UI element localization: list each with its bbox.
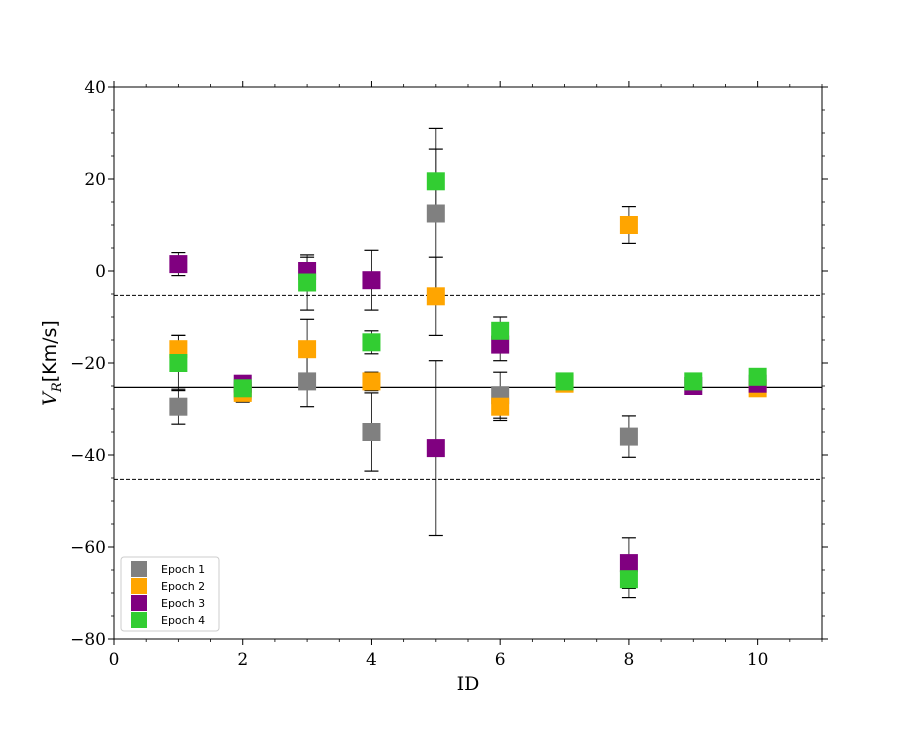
legend-marker	[131, 612, 147, 628]
y-axis-label-sub: R	[50, 382, 65, 393]
data-point	[684, 372, 703, 391]
x-tick-label: 4	[366, 650, 377, 670]
data-point	[298, 372, 317, 391]
data-point	[169, 397, 188, 416]
data-point	[362, 423, 381, 441]
data-point	[748, 367, 767, 386]
data-point	[169, 255, 188, 274]
legend-label: Epoch 1	[161, 563, 205, 576]
data-point	[619, 427, 638, 446]
y-axis-label-main: V	[39, 390, 61, 406]
data-point	[426, 172, 445, 191]
x-tick-label: 0	[109, 650, 120, 670]
data-point	[491, 397, 510, 416]
data-point	[426, 204, 445, 223]
data-markers	[169, 172, 767, 589]
reference-lines	[114, 294, 822, 480]
y-tick-label: −40	[70, 446, 106, 466]
legend-label: Epoch 3	[161, 597, 205, 610]
y-tick-label: −20	[70, 354, 106, 374]
y-tick-label: −60	[70, 538, 106, 558]
data-point	[619, 554, 638, 573]
ticks: 0 2 4 6 8 10 −80 −60 −40 −20 0 20 40	[70, 78, 828, 670]
legend: Epoch 1 Epoch 2 Epoch 3 Epoch 4	[120, 556, 220, 632]
data-point	[362, 271, 381, 290]
legend-marker	[131, 561, 147, 577]
data-point	[426, 287, 445, 306]
legend-label: Epoch 2	[161, 580, 205, 593]
x-tick-label: 6	[495, 650, 506, 670]
y-tick-label: −80	[70, 630, 106, 650]
x-axis-label: ID	[457, 673, 480, 695]
y-axis-label: VR[Km/s]	[39, 320, 65, 406]
data-point	[169, 354, 188, 372]
data-point	[426, 439, 445, 458]
data-point	[491, 321, 510, 340]
data-point	[298, 340, 317, 359]
x-tick-label: 10	[747, 650, 769, 670]
data-point	[233, 379, 252, 398]
data-point	[298, 273, 317, 292]
x-tick-label: 8	[623, 650, 634, 670]
x-tick-label: 2	[237, 650, 248, 670]
legend-label: Epoch 4	[161, 614, 205, 627]
data-point	[555, 372, 574, 391]
y-tick-label: 40	[84, 78, 106, 98]
data-point	[619, 216, 638, 234]
data-point	[362, 333, 381, 352]
data-point	[169, 340, 188, 359]
data-point	[619, 570, 638, 589]
legend-marker	[131, 595, 147, 611]
legend-marker	[131, 578, 147, 594]
data-point	[362, 372, 381, 391]
y-axis-label-unit: [Km/s]	[39, 320, 61, 382]
y-tick-label: 20	[84, 170, 106, 190]
data-point	[491, 335, 510, 354]
y-tick-label: 0	[95, 262, 106, 282]
